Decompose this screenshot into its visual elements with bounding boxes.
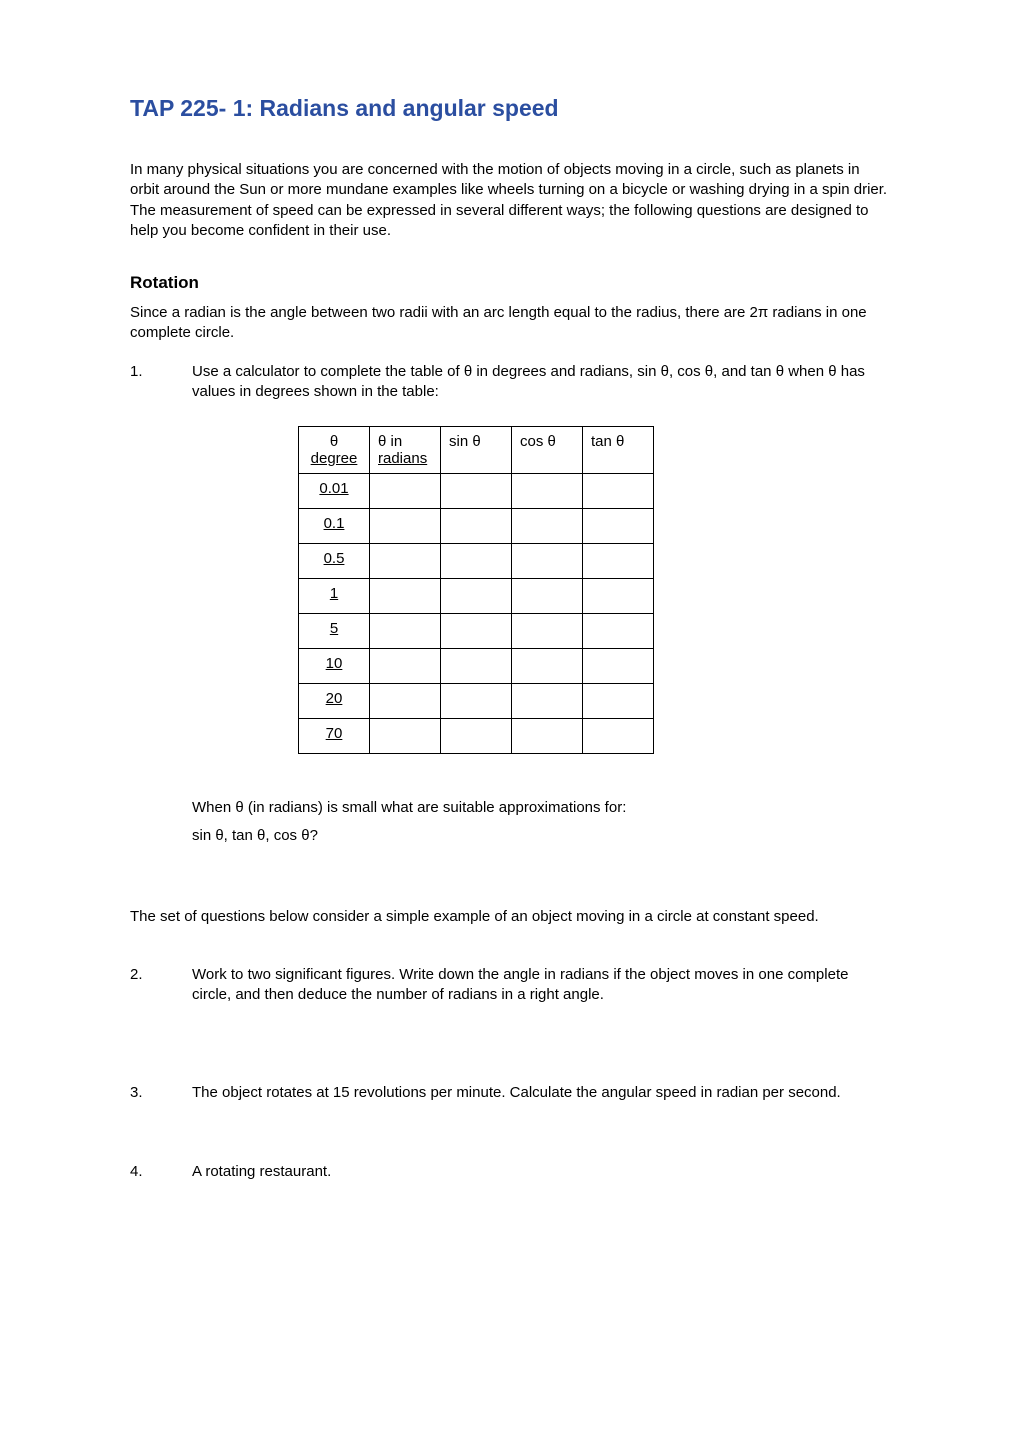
table-row: 0.5 xyxy=(299,544,654,579)
td-degree: 10 xyxy=(299,649,370,684)
th-radians: radians xyxy=(378,450,427,467)
page-title: TAP 225- 1: Radians and angular speed xyxy=(130,95,890,122)
th-sin: sin θ xyxy=(441,427,512,474)
question-1: 1. Use a calculator to complete the tabl… xyxy=(130,362,890,403)
approx-q2: sin θ, tan θ, cos θ? xyxy=(192,826,890,846)
td-empty xyxy=(512,719,583,754)
td-empty xyxy=(583,509,654,544)
table-row: 1 xyxy=(299,579,654,614)
td-empty xyxy=(441,684,512,719)
td-empty xyxy=(441,614,512,649)
td-empty xyxy=(370,579,441,614)
table-row: 5 xyxy=(299,614,654,649)
td-empty xyxy=(512,614,583,649)
trig-table: θ degree θ in radians sin θ cos θ tan θ … xyxy=(298,426,654,754)
table-header-row: θ degree θ in radians sin θ cos θ tan θ xyxy=(299,427,654,474)
td-degree: 1 xyxy=(299,579,370,614)
table-row: 20 xyxy=(299,684,654,719)
td-empty xyxy=(512,684,583,719)
intro-paragraph: In many physical situations you are conc… xyxy=(130,160,890,241)
td-degree: 0.01 xyxy=(299,474,370,509)
td-empty xyxy=(512,649,583,684)
question-number: 4. xyxy=(130,1162,192,1182)
set-intro: The set of questions below consider a si… xyxy=(130,907,890,927)
td-degree: 0.1 xyxy=(299,509,370,544)
table-row: 10 xyxy=(299,649,654,684)
td-empty xyxy=(441,544,512,579)
td-empty xyxy=(583,649,654,684)
td-empty xyxy=(512,544,583,579)
page: TAP 225- 1: Radians and angular speed In… xyxy=(0,0,1020,1443)
question-number: 3. xyxy=(130,1083,192,1103)
td-empty xyxy=(370,474,441,509)
td-empty xyxy=(370,649,441,684)
question-text: Work to two significant figures. Write d… xyxy=(192,965,890,1006)
td-empty xyxy=(583,719,654,754)
td-empty xyxy=(370,544,441,579)
th-theta: θ xyxy=(330,433,338,450)
question-number: 2. xyxy=(130,965,192,1006)
table-row: 0.1 xyxy=(299,509,654,544)
td-degree: 20 xyxy=(299,684,370,719)
question-2: 2. Work to two significant figures. Writ… xyxy=(130,965,890,1006)
td-empty xyxy=(441,579,512,614)
table-row: 70 xyxy=(299,719,654,754)
td-empty xyxy=(583,474,654,509)
question-text: Use a calculator to complete the table o… xyxy=(192,362,890,403)
rotation-intro: Since a radian is the angle between two … xyxy=(130,303,890,344)
td-empty xyxy=(583,614,654,649)
td-degree: 0.5 xyxy=(299,544,370,579)
rotation-heading: Rotation xyxy=(130,273,890,293)
td-empty xyxy=(441,509,512,544)
td-empty xyxy=(441,719,512,754)
th-tan: tan θ xyxy=(583,427,654,474)
td-empty xyxy=(583,684,654,719)
td-empty xyxy=(512,579,583,614)
question-4: 4. A rotating restaurant. xyxy=(130,1162,890,1182)
td-degree: 5 xyxy=(299,614,370,649)
th-theta-in: θ in xyxy=(378,433,402,450)
th-cos: cos θ xyxy=(512,427,583,474)
td-empty xyxy=(370,684,441,719)
th-theta-degree: θ degree xyxy=(299,427,370,474)
td-empty xyxy=(583,579,654,614)
question-number: 1. xyxy=(130,362,192,403)
question-3: 3. The object rotates at 15 revolutions … xyxy=(130,1083,890,1103)
td-empty xyxy=(370,509,441,544)
question-text: The object rotates at 15 revolutions per… xyxy=(192,1083,890,1103)
question-text: A rotating restaurant. xyxy=(192,1162,890,1182)
td-empty xyxy=(512,509,583,544)
td-empty xyxy=(370,614,441,649)
table-row: 0.01 xyxy=(299,474,654,509)
approx-q1: When θ (in radians) is small what are su… xyxy=(192,798,890,818)
td-empty xyxy=(512,474,583,509)
td-empty xyxy=(441,649,512,684)
th-degree: degree xyxy=(311,450,358,467)
td-empty xyxy=(370,719,441,754)
td-empty xyxy=(441,474,512,509)
th-theta-radians: θ in radians xyxy=(370,427,441,474)
td-degree: 70 xyxy=(299,719,370,754)
td-empty xyxy=(583,544,654,579)
